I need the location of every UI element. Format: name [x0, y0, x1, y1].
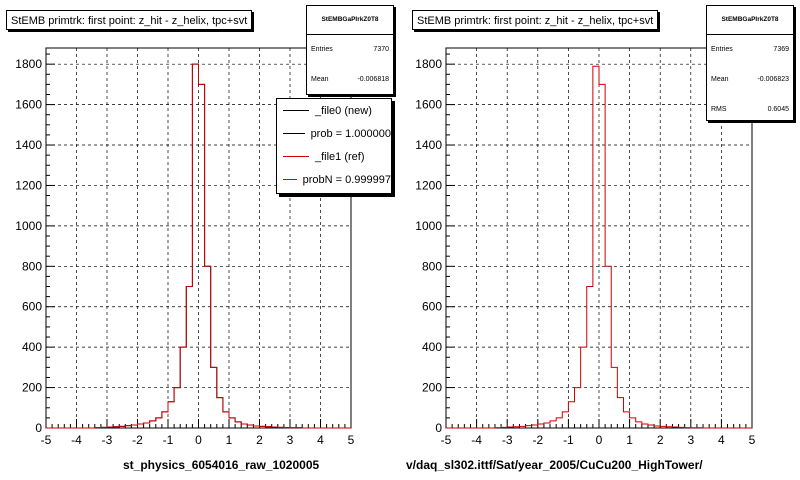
left-y-tick-label: 600	[22, 300, 42, 314]
left-x-tick-label: -2	[132, 433, 143, 447]
left-mean-value: -0.006818	[357, 76, 389, 83]
legend-label-file1: _file1 (ref)	[315, 150, 365, 163]
right-plot-frame	[445, 47, 753, 429]
right-y-tick-label: 600	[422, 300, 442, 314]
left-x-tick-label: 1	[226, 433, 233, 447]
right-histogram-panel: -5 -4 -3 -2 -1 0 1 2 3 4 5 0 200 400 600 800 1000 1200 140…	[415, 47, 756, 447]
legend-label-probn: probN = 0.999997	[302, 173, 391, 186]
legend-entry-prob: prob = 1.000000	[277, 122, 391, 145]
left-mean-label: Mean	[311, 76, 329, 83]
right-x-tick-label: -4	[471, 433, 482, 447]
right-mean-value: -0.006823	[757, 76, 789, 83]
right-rms-value: 0.6045	[767, 106, 789, 113]
left-entries-value: 7370	[373, 46, 389, 53]
right-y-tick-label: 1000	[415, 219, 442, 233]
left-x-tick-label: 3	[287, 433, 294, 447]
right-entries-value: 7369	[773, 46, 789, 53]
left-x-tick-label: 5	[348, 433, 355, 447]
left-stats-box: StEMBGaPlrkZ0T8 Entries 7370 Mean -0.00681…	[306, 5, 394, 95]
left-x-tick-label: -1	[163, 433, 174, 447]
legend-line-probn	[283, 179, 297, 180]
left-histogram-series-1	[46, 63, 351, 429]
left-y-tick-label: 1000	[15, 219, 42, 233]
right-y-tick-label: 1800	[415, 57, 442, 71]
legend-line-file0	[283, 110, 309, 111]
right-histogram-series-0	[446, 65, 752, 429]
right-x-tick-label: 3	[687, 433, 694, 447]
right-entries-label: Entries	[711, 46, 733, 53]
legend-label-prob: prob = 1.000000	[310, 127, 391, 140]
right-x-axis-label: v/daq_sl302.ittf/Sat/year_2005/CuCu200_H…	[406, 458, 703, 472]
left-x-tick-label: 2	[256, 433, 263, 447]
left-y-tick-label: 200	[22, 381, 42, 395]
left-entries-label: Entries	[311, 46, 333, 53]
right-stats-name: StEMBGaPlrkZ0T8	[707, 6, 793, 35]
right-mean-label: Mean	[711, 76, 729, 83]
left-y-tick-label: 400	[22, 340, 42, 354]
right-stats-box: StEMBGaPlrkZ0T8 Entries 7369 Mean -0.00682…	[706, 5, 794, 121]
left-x-tick-label: 4	[317, 433, 324, 447]
right-y-tick-label: 1200	[415, 178, 442, 192]
right-x-tick-label: 4	[718, 433, 725, 447]
left-y-tick-label: 1400	[15, 138, 42, 152]
legend-line-prob	[283, 133, 305, 134]
right-x-tick-label: -5	[441, 433, 452, 447]
legend-entry-probn: probN = 0.999997	[277, 168, 391, 191]
left-y-tick-label: 1600	[15, 98, 42, 112]
legend-box: _file0 (new) prob = 1.000000 _file1 (ref…	[276, 98, 392, 194]
right-histogram-title: StEMB primtrk: first point: z_hit - z_he…	[412, 10, 659, 30]
right-x-tick-label: -1	[563, 433, 574, 447]
left-x-tick-label: -3	[102, 433, 113, 447]
left-x-tick-label: -4	[71, 433, 82, 447]
right-y-tick-label: 800	[422, 259, 442, 273]
left-y-tick-label: 1200	[15, 178, 42, 192]
left-x-axis-label: st_physics_6054016_raw_1020005	[123, 458, 320, 472]
right-x-tick-label: 2	[657, 433, 664, 447]
legend-entry-file0: _file0 (new)	[277, 99, 391, 122]
left-x-tick-label: -5	[41, 433, 52, 447]
left-histogram-title: StEMB primtrk: first point: z_hit - z_he…	[6, 10, 253, 30]
right-y-tick-label: 200	[422, 381, 442, 395]
right-y-tick-label: 400	[422, 340, 442, 354]
left-y-tick-label: 800	[22, 259, 42, 273]
right-x-tick-label: 1	[626, 433, 633, 447]
right-y-tick-label: 0	[435, 421, 442, 435]
right-y-tick-label: 1600	[415, 98, 442, 112]
right-x-tick-label: -3	[502, 433, 513, 447]
right-rms-label: RMS	[711, 106, 727, 113]
right-x-tick-label: -2	[532, 433, 543, 447]
right-x-tick-label: 5	[749, 433, 756, 447]
right-x-tick-label: 0	[596, 433, 603, 447]
left-x-tick-label: 0	[195, 433, 202, 447]
legend-entry-file1: _file1 (ref)	[277, 145, 391, 168]
right-y-tick-label: 1400	[415, 138, 442, 152]
left-y-tick-label: 1800	[15, 57, 42, 71]
left-y-tick-label: 0	[35, 421, 42, 435]
legend-line-file1	[283, 156, 309, 157]
left-stats-name: StEMBGaPlrkZ0T8	[307, 6, 393, 35]
legend-label-file0: _file0 (new)	[315, 104, 372, 117]
